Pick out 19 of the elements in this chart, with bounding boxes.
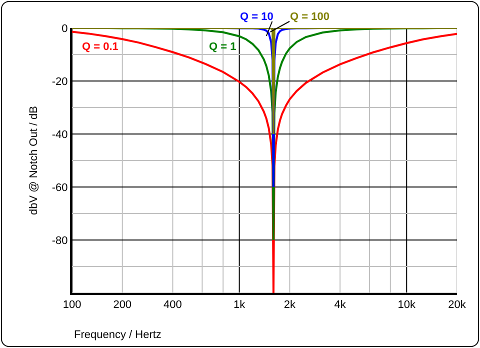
y-tick-label: -60 bbox=[52, 182, 68, 194]
x-tick-label: 10k bbox=[398, 299, 416, 312]
series-label: Q = 10 bbox=[240, 11, 274, 23]
series-label: Q = 0.1 bbox=[82, 41, 118, 53]
x-tick-label: 400 bbox=[164, 299, 182, 312]
x-tick-label: 100 bbox=[62, 299, 82, 312]
x-axis-title: Frequency / Hertz bbox=[74, 329, 162, 341]
y-tick-label: -80 bbox=[52, 234, 68, 247]
y-tick-label: 0 bbox=[62, 22, 68, 35]
x-tick-label: 4k bbox=[334, 299, 346, 312]
series-label: Q = 1 bbox=[209, 41, 236, 53]
x-tick-label: 20k bbox=[448, 299, 466, 312]
y-tick-label: -40 bbox=[52, 128, 68, 141]
x-tick-label: 1k bbox=[234, 299, 246, 312]
y-tick-label: -20 bbox=[52, 76, 68, 88]
x-tick-label: 2k bbox=[284, 299, 296, 312]
x-tick-label: 200 bbox=[113, 299, 132, 312]
series-label: Q = 100 bbox=[290, 11, 330, 23]
y-axis-title: dbV @ Notch Out / dB bbox=[28, 106, 40, 215]
